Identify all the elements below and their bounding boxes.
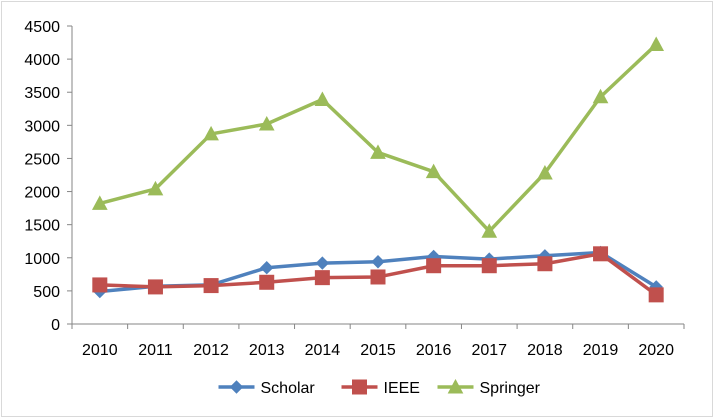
ieee-data-point bbox=[147, 279, 163, 295]
scholar-legend-marker bbox=[229, 380, 244, 394]
x-axis-tick-labels: 2010 2011 2012 2013 2014 2015 2016 2017 2018 2019… bbox=[82, 342, 674, 359]
y-tick-label: 2500 bbox=[24, 151, 60, 168]
ieee-data-point bbox=[481, 258, 497, 274]
springer-series-line bbox=[98, 42, 658, 234]
springer-legend-marker bbox=[447, 378, 464, 394]
ieee-data-point bbox=[314, 270, 330, 286]
legend-label-scholar: Scholar bbox=[261, 380, 316, 397]
y-tick-label: 500 bbox=[33, 284, 60, 301]
springer-data-point bbox=[147, 180, 164, 196]
x-tick-label: 2013 bbox=[249, 342, 285, 359]
y-tick-label: 4500 bbox=[24, 19, 60, 36]
springer-data-point bbox=[91, 195, 108, 210]
scholar-data-point bbox=[260, 261, 274, 275]
ieee-data-point bbox=[537, 256, 553, 272]
legend-item-ieee: IEEE bbox=[341, 379, 420, 397]
ieee-data-point bbox=[370, 269, 386, 285]
ieee-data-point bbox=[648, 287, 664, 303]
y-tick-label: 2000 bbox=[24, 185, 60, 202]
x-tick-label: 2018 bbox=[527, 342, 563, 359]
ieee-data-point bbox=[259, 274, 275, 290]
springer-data-point bbox=[258, 115, 275, 131]
ieee-data-point bbox=[593, 246, 609, 262]
ieee-legend-marker bbox=[352, 379, 367, 395]
y-tick-label: 1500 bbox=[24, 218, 60, 235]
springer-data-point bbox=[203, 125, 219, 141]
series-markers bbox=[91, 36, 665, 303]
springer-data-point bbox=[592, 88, 609, 104]
x-tick-label: 2015 bbox=[360, 342, 396, 359]
springer-data-point bbox=[370, 144, 386, 159]
ieee-data-point bbox=[426, 258, 442, 274]
springer-data-point bbox=[481, 223, 498, 238]
y-axis-tick-labels: 0 500 1000 1500 2000 2500 3000 3500 4000 4500 bbox=[24, 19, 60, 334]
y-tick-label: 0 bbox=[51, 317, 60, 334]
legend-label-springer: Springer bbox=[480, 380, 541, 397]
springer-data-point bbox=[314, 91, 331, 106]
y-tick-label: 3500 bbox=[24, 85, 60, 102]
x-tick-label: 2012 bbox=[193, 342, 229, 359]
ieee-data-point bbox=[203, 278, 219, 294]
x-tick-label: 2014 bbox=[305, 342, 341, 359]
springer-data-point bbox=[648, 36, 665, 51]
scholar-data-point bbox=[371, 255, 385, 269]
y-tick-label: 3000 bbox=[24, 118, 60, 135]
springer-data-point bbox=[537, 164, 553, 180]
y-tick-label: 1000 bbox=[24, 251, 60, 268]
scholar-data-point bbox=[315, 256, 330, 270]
legend: Scholar IEEE Springer bbox=[218, 378, 541, 397]
ieee-data-point bbox=[92, 277, 108, 293]
axes bbox=[67, 25, 685, 329]
x-tick-label: 2019 bbox=[583, 342, 619, 359]
legend-item-scholar: Scholar bbox=[218, 380, 316, 397]
springer-data-point bbox=[425, 163, 442, 179]
x-tick-label: 2017 bbox=[471, 342, 507, 359]
x-tick-label: 2010 bbox=[82, 342, 118, 359]
legend-label-ieee: IEEE bbox=[384, 380, 420, 397]
x-tick-label: 2020 bbox=[638, 342, 674, 359]
y-tick-label: 4000 bbox=[24, 52, 60, 69]
legend-item-springer: Springer bbox=[437, 378, 541, 397]
x-tick-label: 2016 bbox=[416, 342, 452, 359]
x-tick-label: 2011 bbox=[138, 342, 173, 359]
